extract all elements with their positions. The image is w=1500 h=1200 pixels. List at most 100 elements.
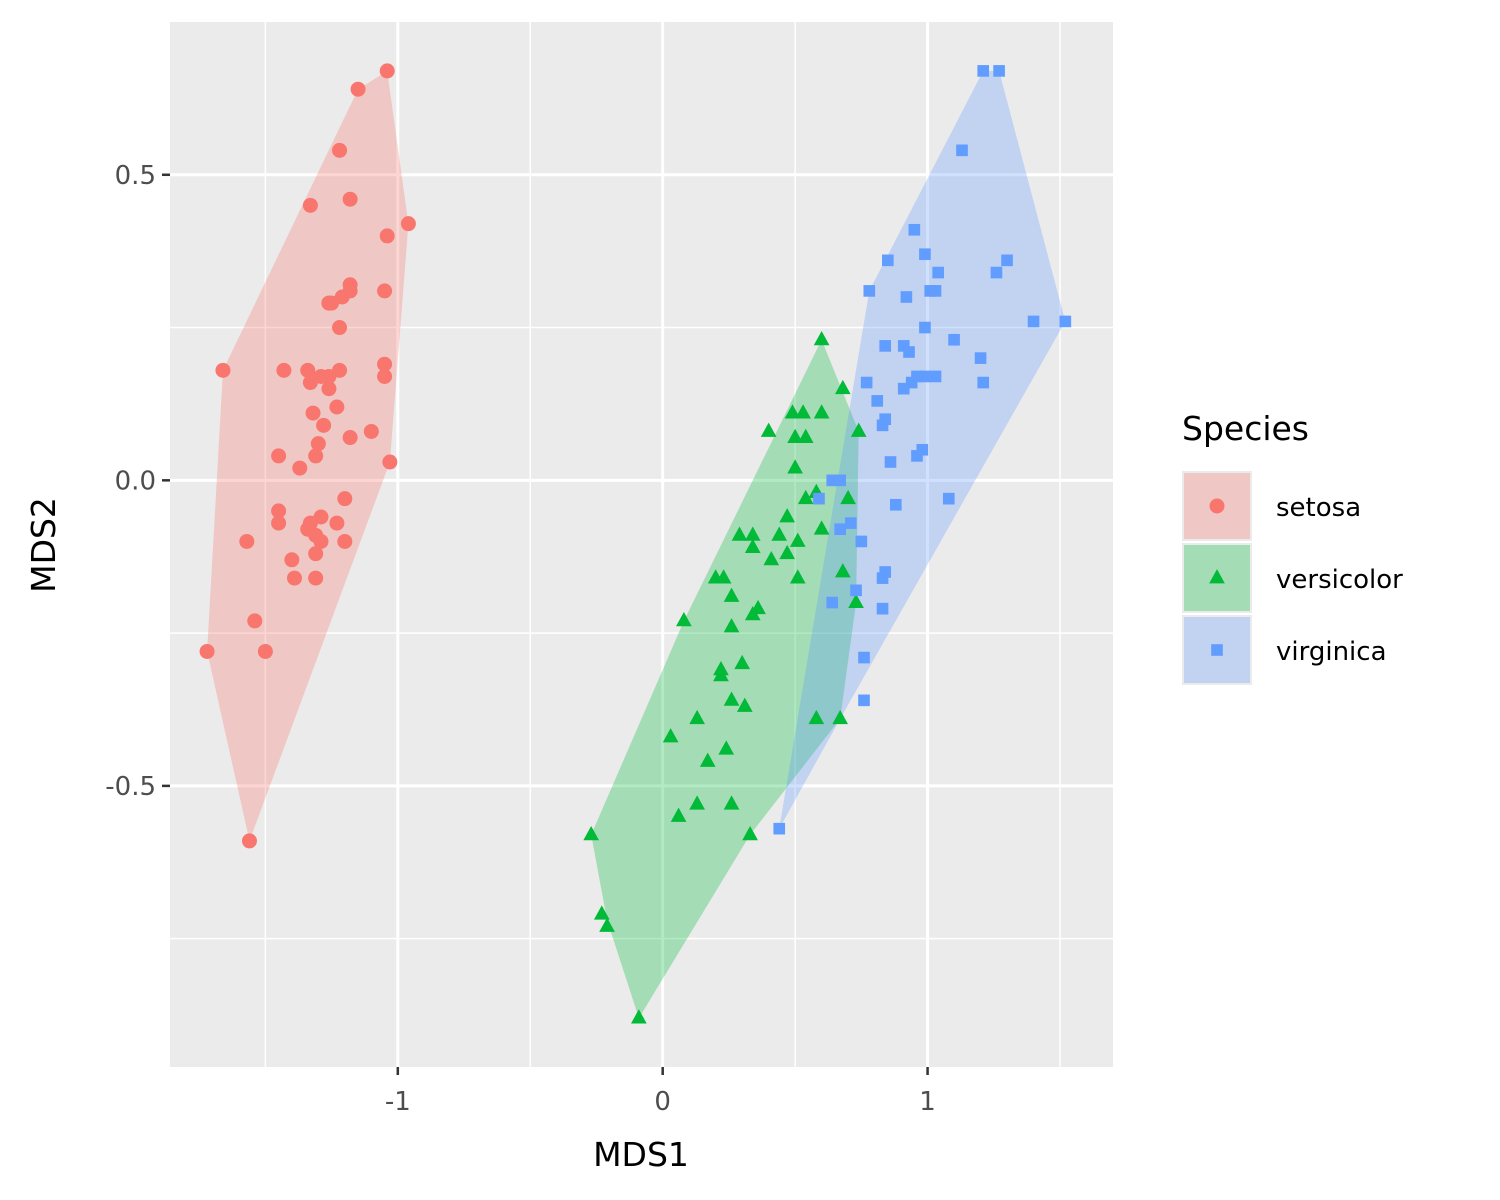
versicolor-point bbox=[599, 917, 615, 932]
versicolor-point bbox=[784, 404, 801, 419]
setosa-point bbox=[271, 448, 287, 464]
virginica-point bbox=[871, 395, 884, 407]
versicolor-point bbox=[744, 605, 761, 621]
setosa-hull bbox=[207, 70, 409, 841]
setosa-point bbox=[332, 362, 348, 378]
virginica-point bbox=[929, 370, 942, 383]
versicolor-point bbox=[813, 404, 830, 419]
setosa-point bbox=[276, 362, 292, 378]
versicolor-point bbox=[662, 728, 679, 743]
virginica-point bbox=[850, 584, 862, 597]
setosa-point bbox=[400, 216, 416, 232]
virginica-point bbox=[879, 566, 892, 578]
setosa-point bbox=[271, 503, 287, 519]
setosa-point bbox=[379, 228, 395, 244]
setosa-point bbox=[363, 423, 379, 439]
versicolor-point bbox=[731, 526, 748, 541]
versicolor-point bbox=[834, 563, 851, 578]
y-axis-title: MDS2 bbox=[24, 497, 63, 593]
legend-square-marker bbox=[1211, 644, 1223, 656]
virginica-point bbox=[879, 340, 892, 352]
setosa-point bbox=[310, 436, 326, 452]
setosa-point bbox=[302, 375, 318, 391]
setosa-point bbox=[257, 643, 273, 659]
virginica-point bbox=[903, 346, 915, 358]
setosa-point bbox=[313, 509, 329, 525]
versicolor-point bbox=[670, 807, 687, 822]
versicolor-point bbox=[797, 428, 814, 443]
virginica-point bbox=[977, 65, 990, 77]
y-tick-label: -0.5 bbox=[105, 772, 156, 802]
versicolor-point bbox=[779, 508, 796, 523]
virginica-point bbox=[834, 523, 846, 536]
virginica-point bbox=[1059, 315, 1072, 328]
legend-label: versicolor bbox=[1276, 565, 1403, 595]
setosa-point bbox=[377, 368, 393, 384]
setosa-point bbox=[382, 454, 398, 470]
versicolor-point bbox=[715, 569, 732, 584]
setosa-point bbox=[321, 295, 337, 311]
virginica-point bbox=[919, 370, 931, 383]
x-axis-title: MDS1 bbox=[593, 1135, 689, 1174]
versicolor-point bbox=[723, 795, 740, 810]
virginica-point bbox=[948, 333, 960, 346]
virginica-point bbox=[990, 266, 1003, 279]
virginica-point bbox=[858, 651, 870, 664]
setosa-point bbox=[342, 430, 358, 446]
versicolor-point bbox=[834, 379, 851, 395]
virginica-point bbox=[916, 443, 929, 456]
versicolor-point bbox=[744, 526, 761, 541]
x-tick-label: 1 bbox=[919, 1087, 936, 1117]
setosa-point bbox=[329, 399, 345, 415]
versicolor-point bbox=[583, 825, 600, 841]
virginica-point bbox=[911, 370, 923, 383]
versicolor-point bbox=[734, 654, 750, 670]
versicolor-point bbox=[787, 459, 803, 474]
setosa-point bbox=[284, 552, 300, 568]
versicolor-point bbox=[795, 404, 811, 419]
virginica-point bbox=[773, 822, 786, 835]
setosa-point bbox=[241, 833, 257, 849]
virginica-point bbox=[813, 492, 825, 505]
virginica-point bbox=[919, 321, 931, 334]
setosa-point bbox=[342, 191, 358, 207]
versicolor-point bbox=[723, 587, 740, 602]
setosa-point bbox=[305, 405, 321, 421]
legend-item-setosa: setosa bbox=[1182, 471, 1361, 541]
axes: -1 0 1 -0.5 0.0 0.5 bbox=[105, 161, 936, 1117]
setosa-point bbox=[247, 613, 263, 629]
legend-circle-marker bbox=[1209, 498, 1225, 514]
setosa-point bbox=[332, 142, 348, 158]
versicolor-point bbox=[850, 422, 867, 437]
virginica-point bbox=[844, 517, 857, 529]
virginica-point bbox=[908, 223, 921, 236]
virginica-point bbox=[858, 694, 870, 707]
setosa-point bbox=[316, 417, 332, 433]
x-tick-label: -1 bbox=[385, 1087, 411, 1117]
legend-label: setosa bbox=[1276, 493, 1361, 523]
versicolor-point bbox=[789, 569, 806, 584]
versicolor-point bbox=[797, 489, 814, 505]
setosa-point bbox=[302, 197, 318, 213]
virginica-point bbox=[876, 419, 889, 432]
versicolor-point bbox=[593, 905, 610, 920]
versicolor-point bbox=[744, 538, 761, 553]
setosa-point bbox=[332, 320, 348, 336]
legend-title: Species bbox=[1182, 409, 1309, 448]
virginica-point bbox=[974, 352, 987, 364]
virginica-point bbox=[977, 376, 990, 389]
versicolor-point bbox=[813, 330, 830, 346]
setosa-point bbox=[313, 533, 329, 549]
data-points bbox=[199, 63, 1072, 1024]
y-tick-label: 0.5 bbox=[115, 161, 156, 191]
versicolor-point bbox=[689, 709, 705, 725]
versicolor-point bbox=[689, 795, 705, 810]
versicolor-point bbox=[742, 825, 758, 841]
legend-item-virginica: virginica bbox=[1182, 615, 1387, 685]
virginica-point bbox=[876, 572, 889, 584]
virginica-point bbox=[942, 492, 955, 505]
virginica-point bbox=[900, 291, 913, 303]
legend-label: virginica bbox=[1276, 637, 1387, 667]
setosa-point bbox=[300, 362, 316, 378]
